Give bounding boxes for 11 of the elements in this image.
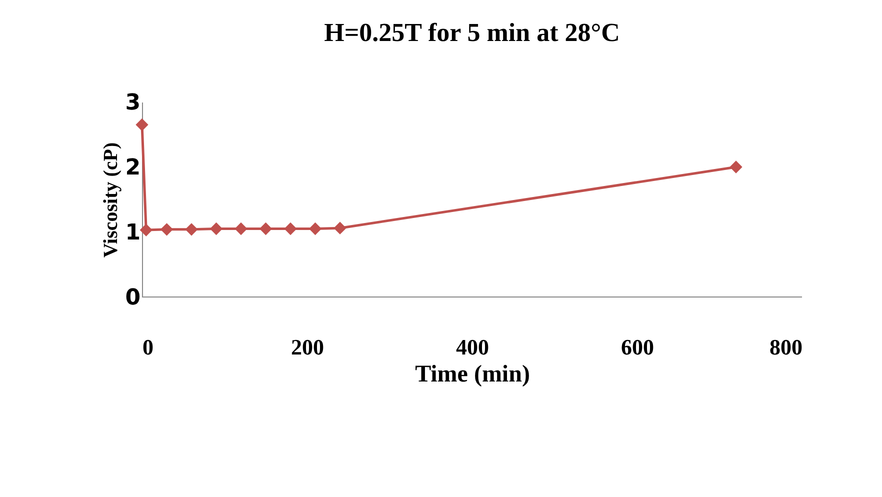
x-tick-label: 600 (621, 334, 654, 360)
chart-title: H=0.25T for 5 min at 28°C (324, 18, 620, 47)
y-tick-label: 1 (125, 220, 140, 246)
y-axis-title: Viscosity (cP) (100, 142, 122, 258)
x-tick-label: 400 (456, 334, 489, 360)
y-tick-label: 3 (125, 90, 140, 116)
x-tick-label: 200 (291, 334, 324, 360)
y-tick-label: 0 (125, 286, 140, 310)
x-axis-title: Time (min) (415, 362, 530, 388)
y-tick-label: 2 (125, 156, 140, 180)
x-tick-label: 800 (770, 334, 802, 360)
